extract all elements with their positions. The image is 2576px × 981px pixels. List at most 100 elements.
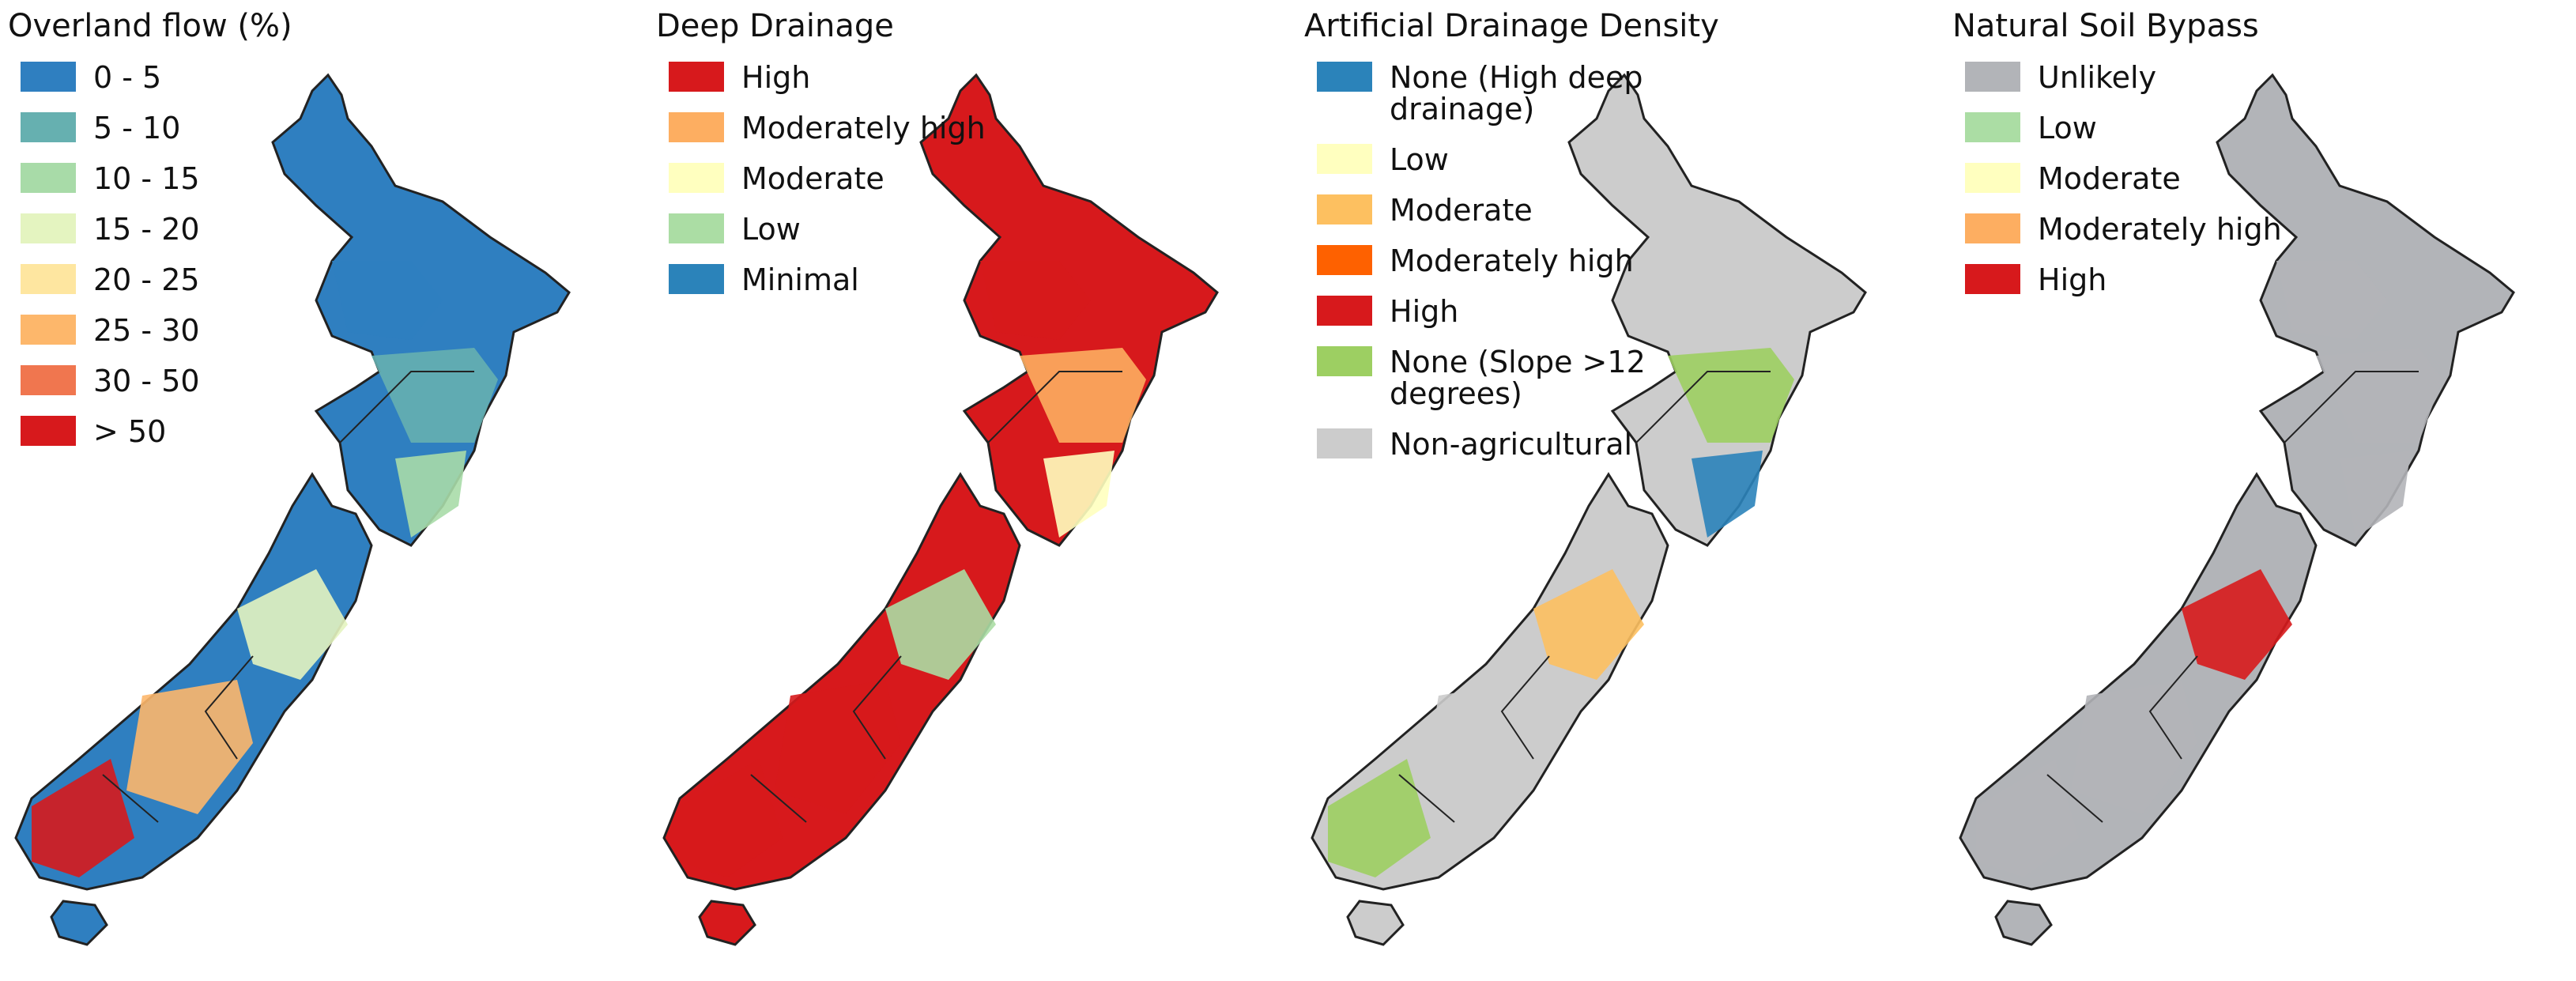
legend-label: 20 - 25 <box>93 262 200 297</box>
legend-swatch <box>21 365 76 395</box>
region-patch <box>395 451 466 538</box>
legend-item: 30 - 50 <box>21 365 200 397</box>
region-boundary <box>987 371 1122 443</box>
region-patch <box>126 680 253 814</box>
region-patch <box>1628 261 1739 340</box>
region-patch <box>775 680 901 814</box>
legend: 0 - 5 5 - 10 10 - 15 15 - 20 20 - 25 25 - 30 3… <box>21 62 200 466</box>
panel-deep-drainage: Deep Drainage High Moderately high Moderat… <box>648 0 1280 981</box>
region-boundary <box>1500 655 1550 760</box>
legend-label: 25 - 30 <box>93 313 200 348</box>
legend-label: None (High deep drainage) <box>1390 60 1643 126</box>
legend-swatch <box>669 163 724 193</box>
legend-item: > 50 <box>21 416 200 447</box>
legend-swatch <box>1965 213 2020 243</box>
legend-swatch <box>669 264 724 294</box>
panel-artificial-drainage-density: Artificial Drainage Density None (High d… <box>1296 0 1929 981</box>
legend-swatch <box>21 416 76 446</box>
legend-label: Low <box>1390 142 1449 177</box>
legend-label: Minimal <box>741 262 859 297</box>
region-boundary <box>339 371 474 443</box>
stewart-island <box>1346 900 1405 946</box>
legend-label: 0 - 5 <box>93 60 162 95</box>
region-patch <box>1043 451 1115 538</box>
region-patch <box>2071 680 2197 814</box>
legend-item: None (High deep drainage) <box>1317 62 1674 125</box>
legend-item: Moderate <box>669 163 986 194</box>
legend-label: High <box>741 60 811 95</box>
legend-swatch <box>669 112 724 142</box>
legend-label: Non-agricultural <box>1390 427 1633 462</box>
region-patch <box>1533 569 1644 680</box>
legend-label: > 50 <box>93 414 167 449</box>
legend-label: Moderately high <box>1390 243 1634 278</box>
legend: None (High deep drainage) Low Moderate Mode… <box>1317 62 1674 479</box>
region-patch <box>2340 451 2411 538</box>
region-patch <box>2182 569 2292 680</box>
legend-swatch <box>1317 62 1372 92</box>
region-patch <box>32 759 134 877</box>
legend-label: 30 - 50 <box>93 364 200 398</box>
legend-item: High <box>1317 296 1674 327</box>
nz-map-overland-flow <box>14 73 571 946</box>
legend-item: Unlikely <box>1965 62 2282 93</box>
region-boundary <box>2284 371 2419 443</box>
legend-item: None (Slope >12 degrees) <box>1317 346 1674 409</box>
legend-item: Low <box>669 213 986 245</box>
legend-label: Unlikely <box>2038 60 2157 95</box>
region-boundary <box>750 774 807 823</box>
legend-item: 25 - 30 <box>21 315 200 346</box>
legend-label: Moderately high <box>2038 212 2282 247</box>
stewart-island <box>50 900 108 946</box>
region-patch <box>1423 680 1549 814</box>
legend-swatch <box>1965 62 2020 92</box>
region-patch <box>1692 451 1763 538</box>
legend-swatch <box>21 62 76 92</box>
legend-item: High <box>1965 264 2282 296</box>
legend-swatch <box>1965 112 2020 142</box>
nz-map-deep-drainage <box>662 73 1219 946</box>
legend-swatch <box>669 213 724 243</box>
legend-label: Low <box>2038 111 2097 145</box>
legend-swatch <box>1317 245 1372 275</box>
legend-label: High <box>1390 294 1459 329</box>
region-patch <box>980 261 1091 340</box>
panel-title: Overland flow (%) <box>8 8 292 44</box>
legend-swatch <box>1965 163 2020 193</box>
legend-label: 10 - 15 <box>93 161 200 196</box>
region-boundary <box>2046 774 2103 823</box>
region-patch <box>1328 759 1431 877</box>
legend-swatch <box>669 62 724 92</box>
legend-swatch <box>21 264 76 294</box>
legend-label: Moderate <box>741 161 884 196</box>
legend-item: High <box>669 62 986 93</box>
legend-item: Moderate <box>1317 194 1674 226</box>
legend-label: Low <box>741 212 801 247</box>
region-patch <box>1976 759 2079 877</box>
nz-map-natural-soil-bypass <box>1959 73 2515 946</box>
legend-item: Moderately high <box>1965 213 2282 245</box>
legend-label: None (Slope >12 degrees) <box>1390 345 1646 411</box>
legend-swatch <box>1317 428 1372 458</box>
legend-item: Moderate <box>1965 163 2282 194</box>
legend-label: 15 - 20 <box>93 212 200 247</box>
legend-label: Moderately high <box>741 111 986 145</box>
nz-map-artificial-drainage <box>1311 73 1867 946</box>
stewart-island <box>1994 900 2053 946</box>
legend-item: Moderately high <box>669 112 986 144</box>
region-patch <box>332 261 443 340</box>
region-boundary <box>1398 774 1455 823</box>
legend-swatch <box>1317 194 1372 224</box>
legend: Unlikely Low Moderate Moderately high High <box>1965 62 2282 315</box>
legend-label: 5 - 10 <box>93 111 181 145</box>
legend-swatch <box>1317 346 1372 376</box>
legend-item: 10 - 15 <box>21 163 200 194</box>
legend-item: 20 - 25 <box>21 264 200 296</box>
legend-item: Moderately high <box>1317 245 1674 277</box>
legend-item: Low <box>1317 144 1674 175</box>
legend: High Moderately high Moderate Low Minimal <box>669 62 986 315</box>
legend-item: 15 - 20 <box>21 213 200 245</box>
legend-swatch <box>1317 296 1372 326</box>
legend-item: 0 - 5 <box>21 62 200 93</box>
region-boundary <box>102 774 159 823</box>
